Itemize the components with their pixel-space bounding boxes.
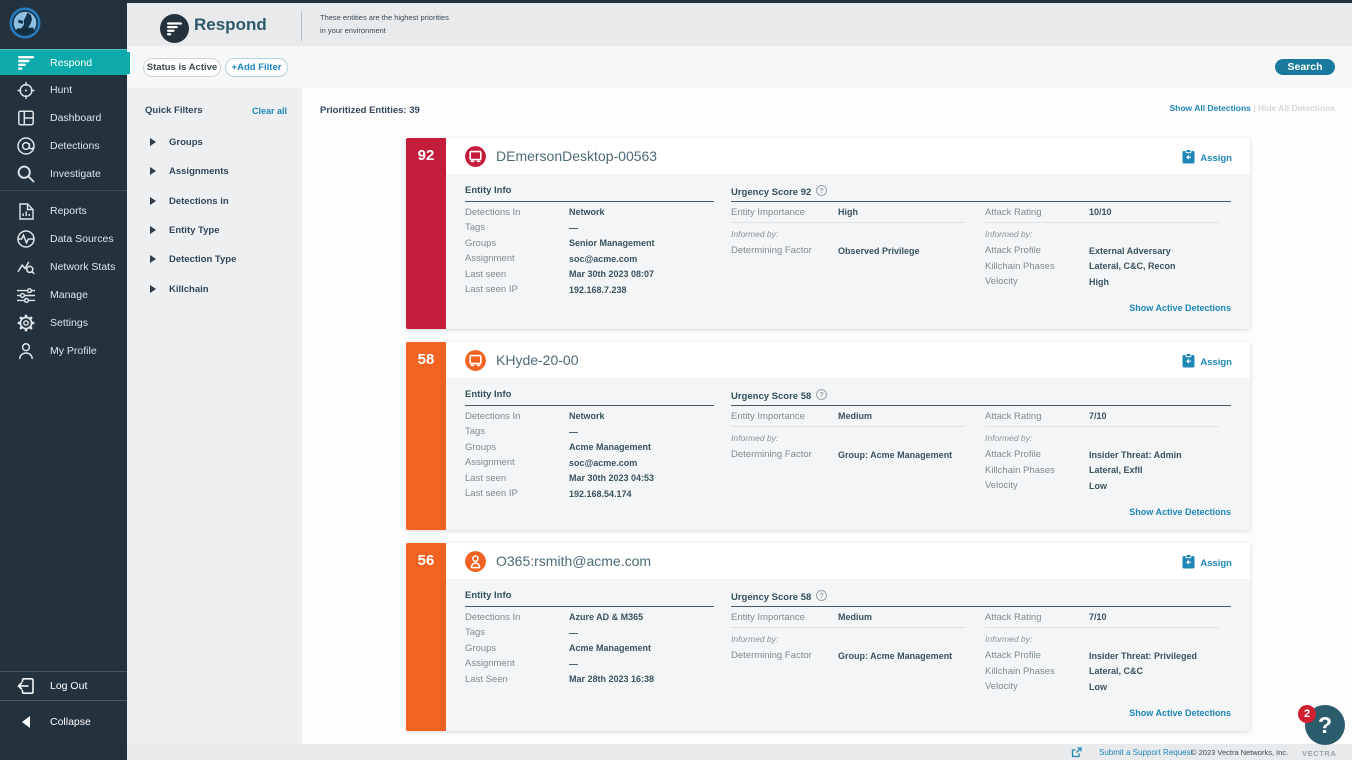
svg-text:?: ? xyxy=(819,390,824,399)
svg-text:?: ? xyxy=(819,186,824,195)
svg-text:?: ? xyxy=(819,591,824,600)
